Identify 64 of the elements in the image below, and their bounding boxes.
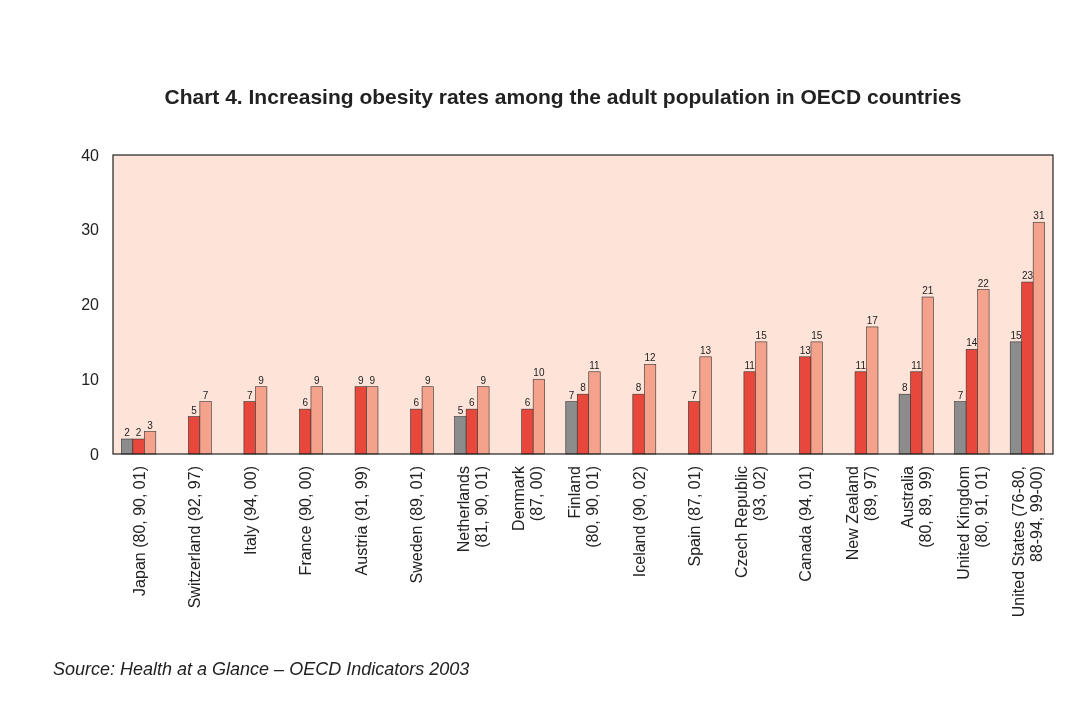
data-label: 3 [147,419,154,431]
data-label: 15 [1010,329,1022,341]
data-label: 12 [644,352,657,364]
data-label: 2 [124,427,131,439]
x-tick-label: Netherlands (81, 90, 01) [454,466,490,553]
data-label: 8 [580,382,587,394]
data-label: 6 [413,397,420,409]
x-tick-label: Spain (87, 01) [686,466,704,567]
data-label: 5 [457,404,464,416]
data-label: 9 [369,374,376,386]
chart-title: Chart 4. Increasing obesity rates among the adult population in OECD countries [164,85,962,108]
y-tick-label: 40 [81,146,100,164]
data-label: 11 [589,359,601,371]
data-label: 13 [700,344,712,356]
x-tick-label: France (90, 00) [297,466,315,576]
x-tick-label: Switzerland (92, 97) [186,466,204,609]
data-label: 8 [902,382,909,394]
data-label: 17 [866,314,879,326]
data-label: 8 [635,382,642,394]
data-label: 9 [258,374,265,386]
y-tick-label: 30 [81,221,100,239]
x-tick-label: Czech Republic (93, 02) [732,466,768,579]
data-label: 9 [358,374,364,386]
source-note: Source: Health at a Glance – OECD Indicators 2003 [53,659,470,679]
x-tick-label: United Kingdom (80, 91, 01) [954,466,990,580]
x-tick-label: Sweden (89, 01) [408,466,426,584]
data-label: 5 [191,404,198,416]
data-label: 9 [425,374,432,386]
y-tick-label: 0 [90,445,100,463]
data-label: 13 [799,344,812,356]
x-tick-label: Japan (80, 90, 01) [130,466,148,596]
data-label: 9 [480,374,487,386]
data-label: 9 [313,374,320,386]
y-tick-label: 20 [81,296,100,314]
data-label: 11 [911,359,922,371]
data-label: 31 [1033,210,1045,222]
data-label: 10 [533,367,545,379]
x-tick-label: Canada (94, 01) [797,466,815,582]
data-label: 21 [922,285,934,297]
data-label: 6 [469,397,476,409]
data-label: 7 [202,389,209,401]
data-label: 6 [302,397,309,409]
x-tick-label: Austria (91, 99) [352,466,370,576]
x-tick-label: Italy (94, 00) [241,466,259,555]
x-tick-label: United States (76-80, 88-94, 99-00) [1010,466,1046,618]
x-tick-label: Finland (80, 90, 01) [566,466,601,548]
data-label: 7 [246,389,253,401]
x-tick-label: New Zealand (89, 97) [843,466,879,561]
data-label: 11 [744,359,756,371]
data-label: 15 [755,329,768,341]
data-label: 23 [1021,270,1034,282]
data-label: 14 [966,337,978,349]
data-label: 15 [811,329,823,341]
data-label: 7 [691,389,698,401]
data-label: 6 [524,397,531,409]
data-label: 7 [957,389,964,401]
x-tick-label: Iceland (90, 02) [630,466,648,578]
y-tick-label: 10 [81,370,100,388]
data-label: 2 [135,427,142,439]
data-label: 7 [568,389,575,401]
data-label: 22 [977,277,990,289]
data-label: 11 [855,359,867,371]
x-tick-label: Denmark (87, 00) [510,465,546,531]
x-tick-label: Australia (80, 89, 99) [899,465,935,548]
